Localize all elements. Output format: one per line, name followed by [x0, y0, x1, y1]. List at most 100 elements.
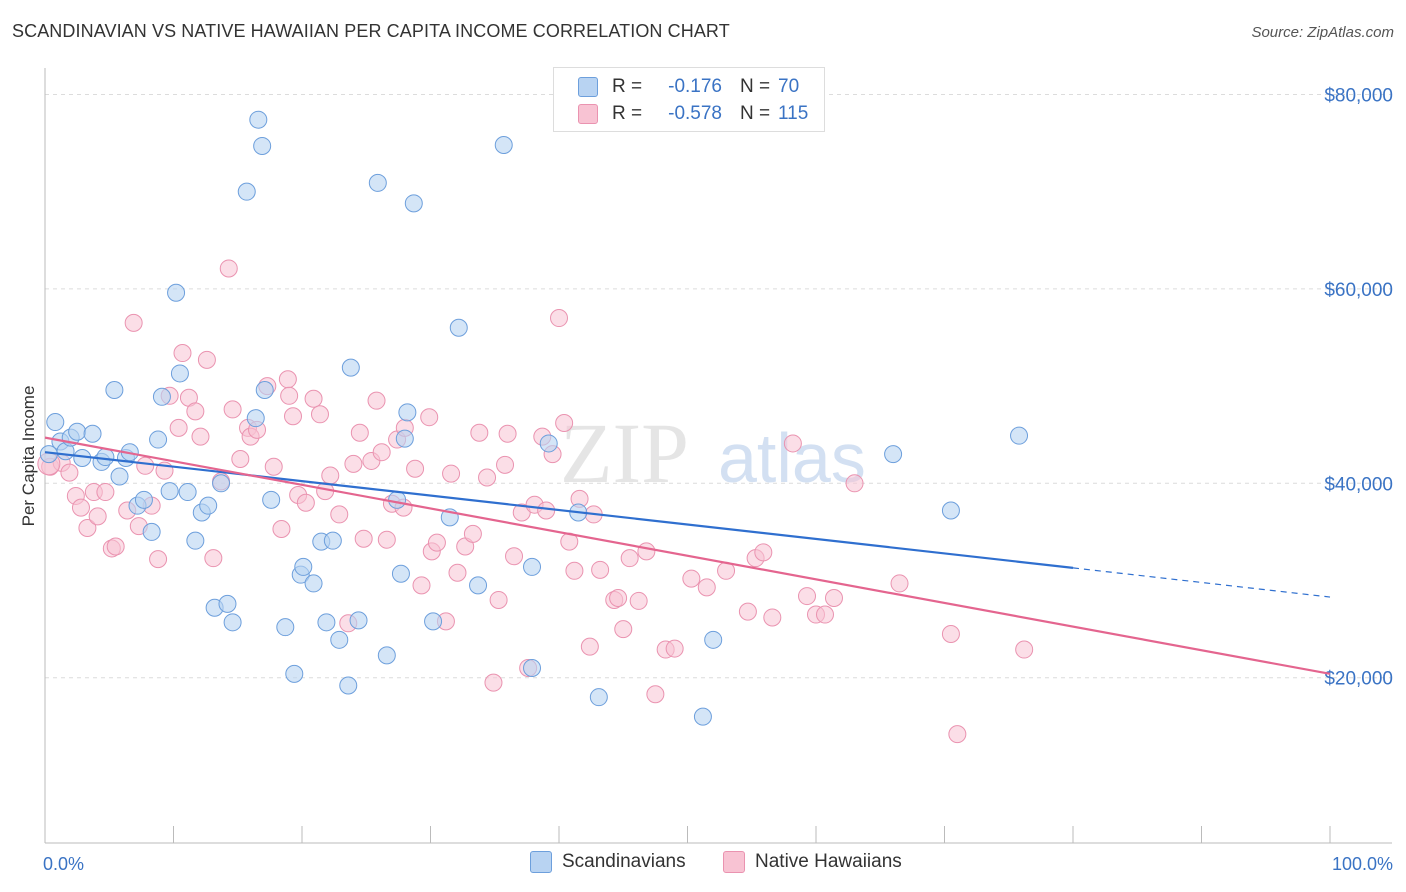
data-point-scandinavians	[253, 136, 272, 155]
y-tick-label: $20,000	[1324, 669, 1393, 690]
data-point-native-hawaiians	[629, 591, 648, 610]
chart-title: SCANDINAVIAN VS NATIVE HAWAIIAN PER CAPI…	[12, 21, 730, 41]
data-point-native-hawaiians	[505, 547, 524, 566]
data-point-native-hawaiians	[406, 459, 425, 478]
data-point-scandinavians	[46, 413, 65, 432]
data-point-native-hawaiians	[60, 463, 79, 482]
data-point-native-hawaiians	[783, 434, 802, 453]
data-point-native-hawaiians	[284, 407, 303, 426]
data-point-native-hawaiians	[941, 624, 960, 643]
data-point-scandinavians	[449, 318, 468, 337]
data-point-native-hawaiians	[136, 456, 155, 475]
data-point-native-hawaiians	[354, 529, 373, 548]
series-scandinavians	[39, 110, 1029, 726]
data-point-native-hawaiians	[412, 576, 431, 595]
data-point-native-hawaiians	[824, 589, 843, 608]
r-label: R =	[612, 103, 643, 124]
data-point-scandinavians	[494, 135, 513, 154]
legend-swatch-pink	[578, 104, 598, 124]
data-point-native-hawaiians	[463, 524, 482, 543]
trend-line-scandinavians	[44, 451, 1074, 569]
r-value: -0.176	[668, 76, 722, 97]
data-point-scandinavians	[330, 630, 349, 649]
data-point-native-hawaiians	[264, 457, 283, 476]
data-point-native-hawaiians	[763, 608, 782, 627]
data-point-native-hawaiians	[565, 561, 584, 580]
data-point-native-hawaiians	[219, 259, 238, 278]
x-axis-labels: 0.0% 100.0%	[43, 854, 1393, 874]
data-point-scandinavians	[704, 630, 723, 649]
n-label: N =	[740, 76, 771, 97]
data-point-scandinavians	[398, 403, 417, 422]
r-label: R =	[612, 76, 643, 97]
trend-lines	[44, 436, 1331, 675]
data-point-native-hawaiians	[478, 468, 497, 487]
data-point-native-hawaiians	[372, 443, 391, 462]
data-point-native-hawaiians	[106, 537, 125, 556]
legend-label: Native Hawaiians	[755, 851, 902, 872]
stats-row-native-hawaiians: R = -0.578 N = 115	[578, 102, 808, 126]
data-point-scandinavians	[285, 664, 304, 683]
legend-item-scandinavians[interactable]: Scandinavians	[530, 851, 686, 873]
legend-swatch-blue	[530, 851, 552, 873]
data-point-native-hawaiians	[197, 350, 216, 369]
data-point-native-hawaiians	[754, 543, 773, 562]
data-point-native-hawaiians	[296, 493, 315, 512]
data-point-native-hawaiians	[96, 483, 115, 502]
data-point-scandinavians	[304, 574, 323, 593]
data-point-native-hawaiians	[498, 424, 517, 443]
data-point-native-hawaiians	[890, 574, 909, 593]
data-point-scandinavians	[68, 422, 87, 441]
legend-item-native-hawaiians[interactable]: Native Hawaiians	[723, 851, 902, 873]
data-point-native-hawaiians	[427, 533, 446, 552]
data-point-scandinavians	[152, 387, 171, 406]
y-tick-label: $80,000	[1324, 85, 1393, 106]
data-point-scandinavians	[134, 490, 153, 509]
n-value: 70	[778, 76, 800, 97]
data-point-scandinavians	[539, 434, 558, 453]
chart-source: Source: ZipAtlas.com	[1251, 24, 1394, 41]
data-point-native-hawaiians	[304, 389, 323, 408]
data-point-native-hawaiians	[78, 519, 97, 538]
data-point-scandinavians	[469, 576, 488, 595]
y-axis-labels: $20,000 $40,000 $60,000 $80,000	[1324, 85, 1393, 689]
data-point-scandinavians	[1010, 426, 1029, 445]
data-point-scandinavians	[317, 613, 336, 632]
data-point-scandinavians	[142, 522, 161, 541]
data-point-scandinavians	[395, 429, 414, 448]
y-tick-label: $60,000	[1324, 280, 1393, 301]
series-native-hawaiians	[37, 259, 1034, 744]
data-point-scandinavians	[884, 445, 903, 464]
data-point-scandinavians	[218, 594, 237, 613]
y-axis-title: Per Capita Income	[19, 386, 38, 527]
data-point-native-hawaiians	[815, 605, 834, 624]
data-point-native-hawaiians	[420, 408, 439, 427]
data-point-native-hawaiians	[484, 673, 503, 692]
n-label: N =	[740, 103, 771, 124]
data-point-native-hawaiians	[489, 590, 508, 609]
data-point-scandinavians	[341, 358, 360, 377]
data-point-native-hawaiians	[310, 405, 329, 424]
data-point-scandinavians	[262, 490, 281, 509]
data-point-scandinavians	[941, 501, 960, 520]
data-point-native-hawaiians	[191, 427, 210, 446]
data-point-native-hawaiians	[124, 313, 143, 332]
legend-swatch-pink	[723, 851, 745, 873]
data-point-scandinavians	[170, 364, 189, 383]
data-point-native-hawaiians	[591, 560, 610, 579]
data-point-scandinavians	[167, 283, 186, 302]
data-point-scandinavians	[523, 557, 542, 576]
data-point-scandinavians	[83, 424, 102, 443]
data-point-native-hawaiians	[71, 498, 90, 517]
data-point-native-hawaiians	[186, 402, 205, 421]
data-point-native-hawaiians	[637, 542, 656, 561]
data-point-native-hawaiians	[321, 466, 340, 485]
data-point-scandinavians	[149, 430, 168, 449]
data-point-native-hawaiians	[149, 550, 168, 569]
data-point-native-hawaiians	[88, 507, 107, 526]
data-point-scandinavians	[391, 564, 410, 583]
data-point-native-hawaiians	[442, 464, 461, 483]
data-point-scandinavians	[339, 676, 358, 695]
gridlines	[45, 93, 1392, 679]
